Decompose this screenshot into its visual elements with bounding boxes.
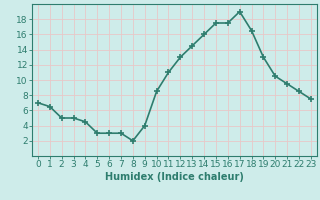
X-axis label: Humidex (Indice chaleur): Humidex (Indice chaleur) <box>105 172 244 182</box>
